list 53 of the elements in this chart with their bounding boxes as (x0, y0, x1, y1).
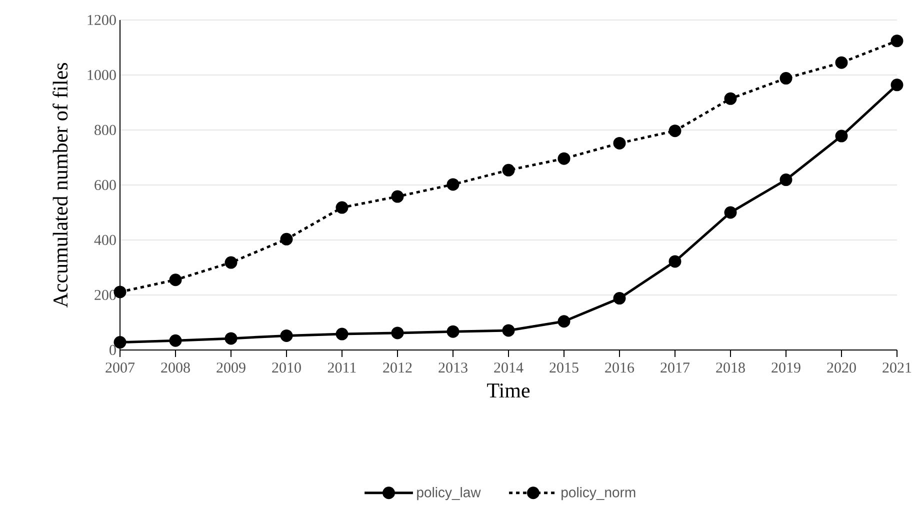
point (280, 329, 293, 342)
point (446, 178, 460, 191)
x-axis-title: Time (487, 384, 530, 398)
x-tick-label: 2007 (106, 362, 135, 373)
point (336, 201, 348, 214)
x-tick-label: 2011 (328, 362, 356, 373)
point (890, 78, 904, 92)
point (502, 164, 515, 176)
y-axis-title: Accumulated number of files (52, 62, 68, 308)
point (668, 255, 682, 268)
y-tick-label: 0 (110, 344, 116, 356)
point (336, 328, 348, 340)
point (668, 124, 682, 138)
x-tick-label: 2021 (882, 362, 912, 373)
y-tick-label: 600 (94, 180, 116, 190)
x-tick-label: 2018 (716, 362, 745, 373)
point (169, 274, 182, 286)
x-tick-label: 2013 (438, 362, 468, 373)
point (224, 332, 238, 345)
y-tick-label: 400 (94, 234, 116, 246)
point (502, 324, 515, 337)
point (780, 174, 792, 186)
point (724, 206, 737, 219)
y-tick-label: 1000 (88, 70, 116, 80)
x-tick-label: 2020 (827, 362, 856, 373)
y-tick-label: 800 (94, 124, 116, 136)
point (558, 315, 570, 328)
x-tick-label: 2014 (494, 362, 524, 373)
point (446, 325, 460, 338)
point (835, 130, 848, 142)
legend-label: policy_law (417, 487, 481, 500)
point (724, 92, 737, 105)
x-tick-label: 2008 (161, 362, 190, 373)
x-tick-label: 2009 (216, 362, 246, 373)
point (890, 34, 904, 48)
x-tick-label: 2019 (772, 362, 800, 373)
point (780, 72, 792, 85)
point (391, 326, 404, 340)
point (391, 190, 404, 203)
x-tick-label: 2010 (272, 362, 301, 373)
y-tick-label: 1200 (88, 14, 116, 26)
legend-label: policy_norm (562, 487, 636, 500)
point (224, 256, 238, 269)
point (835, 56, 848, 69)
point (280, 232, 293, 246)
point (169, 334, 182, 347)
point (613, 292, 626, 305)
x-tick-label: 2017 (660, 362, 690, 373)
x-tick-label: 2012 (383, 362, 412, 373)
x-tick-label: 2015 (550, 362, 578, 373)
point (558, 152, 570, 165)
x-tick-label: 2016 (605, 362, 634, 373)
point (613, 136, 626, 150)
